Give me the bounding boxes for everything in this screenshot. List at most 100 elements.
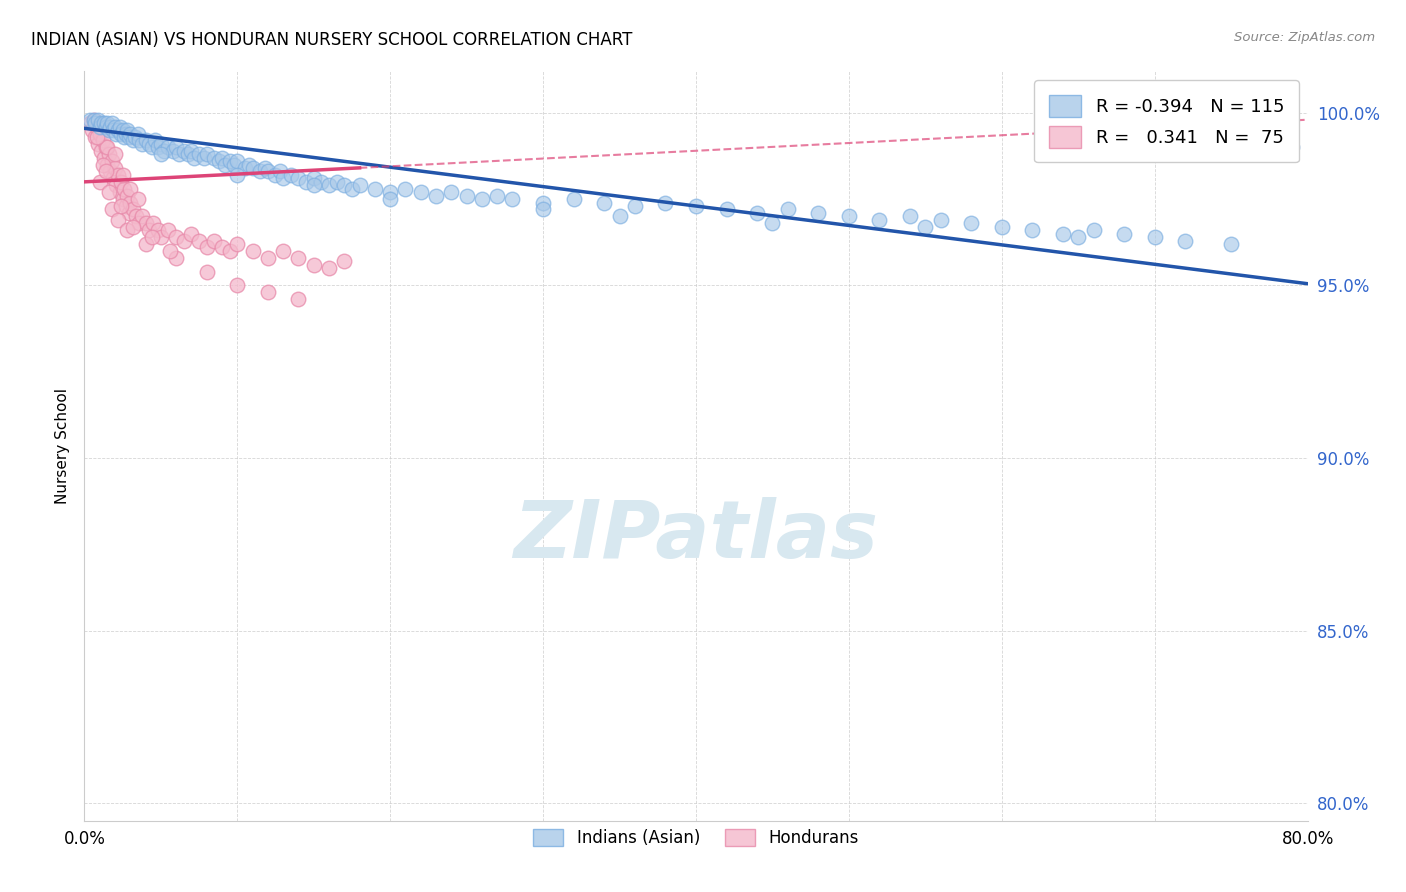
Point bbox=[110, 199, 132, 213]
Point bbox=[394, 182, 416, 196]
Point bbox=[125, 210, 148, 224]
Text: ZIPatlas: ZIPatlas bbox=[513, 497, 879, 575]
Point bbox=[122, 219, 145, 234]
Point bbox=[103, 123, 125, 137]
Point bbox=[685, 199, 707, 213]
Point bbox=[257, 251, 280, 265]
Point bbox=[1067, 230, 1090, 244]
Point bbox=[624, 199, 647, 213]
Point bbox=[111, 123, 134, 137]
Point bbox=[960, 216, 983, 230]
Point bbox=[122, 133, 145, 147]
Point bbox=[110, 127, 132, 141]
Point bbox=[93, 116, 115, 130]
Point bbox=[456, 188, 478, 202]
Point bbox=[135, 133, 157, 147]
Point bbox=[118, 130, 141, 145]
Point bbox=[79, 116, 101, 130]
Point bbox=[97, 123, 120, 137]
Point bbox=[609, 210, 631, 224]
Point bbox=[143, 133, 166, 147]
Point bbox=[135, 237, 157, 252]
Point bbox=[108, 185, 131, 199]
Point bbox=[380, 185, 402, 199]
Point bbox=[114, 127, 136, 141]
Point bbox=[364, 182, 387, 196]
Point bbox=[233, 161, 256, 175]
Point bbox=[146, 223, 169, 237]
Point bbox=[193, 151, 215, 165]
Point bbox=[91, 158, 114, 172]
Point bbox=[149, 136, 172, 151]
Point bbox=[202, 234, 225, 248]
Point bbox=[86, 120, 108, 134]
Point bbox=[287, 251, 309, 265]
Point bbox=[747, 206, 769, 220]
Point bbox=[311, 175, 333, 189]
Point bbox=[89, 175, 111, 189]
Point bbox=[257, 285, 280, 300]
Point bbox=[118, 206, 141, 220]
Point bbox=[1114, 227, 1136, 241]
Point bbox=[531, 195, 554, 210]
Point bbox=[124, 130, 146, 145]
Point bbox=[1265, 105, 1288, 120]
Point bbox=[157, 223, 180, 237]
Point bbox=[141, 230, 163, 244]
Point bbox=[165, 230, 187, 244]
Point bbox=[226, 237, 249, 252]
Point bbox=[807, 206, 830, 220]
Point bbox=[1205, 105, 1227, 120]
Point bbox=[202, 151, 225, 165]
Point bbox=[128, 216, 150, 230]
Point bbox=[654, 195, 676, 210]
Point bbox=[167, 147, 190, 161]
Point bbox=[101, 116, 124, 130]
Point bbox=[120, 195, 142, 210]
Point bbox=[93, 151, 115, 165]
Point bbox=[593, 195, 616, 210]
Point bbox=[165, 251, 187, 265]
Point bbox=[96, 140, 118, 154]
Point bbox=[195, 265, 218, 279]
Point bbox=[929, 212, 952, 227]
Point bbox=[211, 240, 233, 254]
Point bbox=[188, 147, 211, 161]
Point bbox=[249, 164, 271, 178]
Point bbox=[128, 133, 150, 147]
Point bbox=[97, 147, 120, 161]
Point bbox=[318, 178, 340, 193]
Point bbox=[218, 244, 240, 258]
Point bbox=[280, 168, 302, 182]
Point bbox=[761, 216, 783, 230]
Point bbox=[120, 127, 142, 141]
Point bbox=[1220, 237, 1243, 252]
Point bbox=[271, 244, 294, 258]
Point bbox=[562, 192, 585, 206]
Point bbox=[111, 192, 134, 206]
Point bbox=[333, 254, 356, 268]
Point bbox=[302, 171, 325, 186]
Point bbox=[471, 192, 494, 206]
Point bbox=[107, 212, 129, 227]
Point bbox=[1143, 230, 1166, 244]
Point bbox=[214, 158, 236, 172]
Point bbox=[1052, 227, 1074, 241]
Point bbox=[112, 182, 135, 196]
Point bbox=[226, 168, 249, 182]
Point bbox=[302, 258, 325, 272]
Point bbox=[226, 278, 249, 293]
Point bbox=[295, 175, 318, 189]
Point bbox=[111, 168, 134, 182]
Point bbox=[340, 182, 363, 196]
Point bbox=[96, 158, 118, 172]
Point bbox=[333, 178, 356, 193]
Point bbox=[112, 130, 135, 145]
Point bbox=[89, 120, 111, 134]
Point bbox=[1021, 223, 1043, 237]
Point bbox=[110, 175, 132, 189]
Point bbox=[1083, 223, 1105, 237]
Point bbox=[502, 192, 524, 206]
Point bbox=[157, 140, 180, 154]
Point bbox=[94, 120, 117, 134]
